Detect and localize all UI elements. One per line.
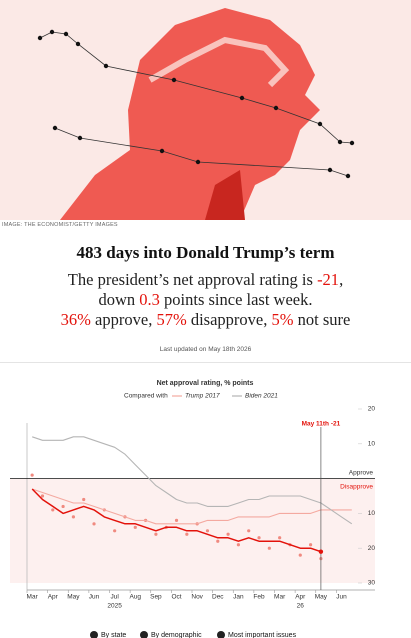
x-tick-label: Jun <box>89 594 100 601</box>
y-tick-label: 10 <box>368 441 376 448</box>
summary-line: down 0.3 points since last week. <box>0 290 411 310</box>
summary: The president’s net approval rating is -… <box>0 270 411 330</box>
y-tick-label: 10 <box>368 510 376 517</box>
summary-figure: 5% <box>271 310 294 329</box>
button-icon <box>140 631 148 638</box>
x-tick-label: Nov <box>191 594 203 601</box>
button-icon <box>90 631 98 638</box>
decor-line <box>54 127 349 177</box>
comparison-line <box>32 436 353 525</box>
summary-text: points since last week. <box>159 290 313 309</box>
x-tick-label: Mar <box>274 594 286 601</box>
poll-dot <box>51 508 55 512</box>
legend-label: Biden 2021 <box>245 393 278 400</box>
portrait-highlight <box>148 36 290 88</box>
summary-line: The president’s net approval rating is -… <box>0 270 411 290</box>
y-tick-label: 20 <box>368 406 376 413</box>
summary-figure: -21 <box>317 270 340 289</box>
poll-dot <box>185 532 189 536</box>
x-tick-label: Aug <box>129 594 141 601</box>
decor-dots <box>37 29 355 179</box>
poll-dot <box>174 518 179 522</box>
poll-dot <box>298 553 302 557</box>
y-tick-label: 30 <box>368 580 376 587</box>
headline: 483 days into Donald Trump’s term <box>76 243 335 262</box>
x-tick-label: Jul <box>111 594 120 601</box>
poll-dot <box>257 536 261 540</box>
x-tick-label: May <box>67 594 80 601</box>
comparison-line <box>32 488 352 525</box>
poll-dot <box>154 532 158 536</box>
x-tick-label: Jun <box>336 594 347 601</box>
poll-dot <box>92 522 96 526</box>
poll-dot <box>267 546 271 550</box>
summary-text: disapprove, <box>186 310 272 329</box>
poll-dot <box>247 529 251 533</box>
last-updated: Last updated on May 18th 2026 <box>159 346 252 353</box>
x-tick-label: Feb <box>253 594 265 601</box>
nav-button[interactable]: By demographic <box>140 631 202 638</box>
disapprove-label: Disapprove <box>340 483 373 490</box>
poll-dot <box>308 543 313 547</box>
button-label: By state <box>101 632 126 638</box>
summary-figure: 57% <box>156 310 187 329</box>
poll-dot <box>133 525 137 529</box>
separator <box>0 362 411 363</box>
x-tick-label: Jan <box>233 594 244 601</box>
approve-label: Approve <box>349 469 374 476</box>
hero-image <box>0 0 411 220</box>
portrait-shade <box>205 170 245 220</box>
summary-figure: 0.3 <box>139 290 160 309</box>
portrait <box>60 8 320 220</box>
summary-text: not sure <box>293 310 351 329</box>
poll-dot <box>216 539 220 543</box>
annotation-label: May 11th -21 <box>302 421 341 428</box>
poll-dot <box>40 494 45 498</box>
poll-dot <box>205 529 210 533</box>
poll-dot <box>71 515 76 519</box>
chart: Net approval rating, % points Compared w… <box>10 380 376 638</box>
x-tick-label: Dec <box>212 594 224 601</box>
x-tick-label: Mar <box>27 594 39 601</box>
chart-title: Net approval rating, % points <box>157 380 254 387</box>
x-tick-label: Oct <box>171 594 181 601</box>
approval-line <box>31 488 322 553</box>
x-tick-label: Apr <box>295 594 306 601</box>
button-label: Most important issues <box>228 632 297 638</box>
year-label: 2025 <box>107 603 122 610</box>
annotation-dot <box>318 549 324 554</box>
summary-text: approve, <box>90 310 157 329</box>
button-label: By demographic <box>151 632 202 638</box>
summary-line: 36% approve, 57% disapprove, 5% not sure <box>0 310 411 330</box>
summary-figure: 36% <box>60 310 91 329</box>
poll-dot <box>113 529 117 533</box>
x-tick-label: Sep <box>150 594 162 601</box>
legend-label: Trump 2017 <box>185 393 220 400</box>
nav-button[interactable]: By state <box>90 631 126 638</box>
summary-text: , <box>339 270 344 289</box>
poll-dot <box>236 543 241 547</box>
poll-dot <box>30 473 34 477</box>
x-tick-label: Apr <box>48 594 59 601</box>
y-tick-label: 20 <box>368 545 376 552</box>
poll-dot <box>82 497 86 502</box>
poll-dot <box>278 536 282 540</box>
nav-button[interactable]: Most important issues <box>217 631 297 638</box>
image-credit: IMAGE: THE ECONOMIST/GETTY IMAGES <box>2 222 118 228</box>
summary-text: down <box>98 290 140 309</box>
summary-text: The president’s net approval rating is <box>67 270 318 289</box>
poll-dot <box>226 532 230 536</box>
year-label: 26 <box>297 603 305 610</box>
legend-prefix: Compared with <box>124 393 168 400</box>
x-tick-label: May <box>315 594 328 601</box>
poll-dot <box>61 504 65 509</box>
button-icon <box>217 631 225 638</box>
